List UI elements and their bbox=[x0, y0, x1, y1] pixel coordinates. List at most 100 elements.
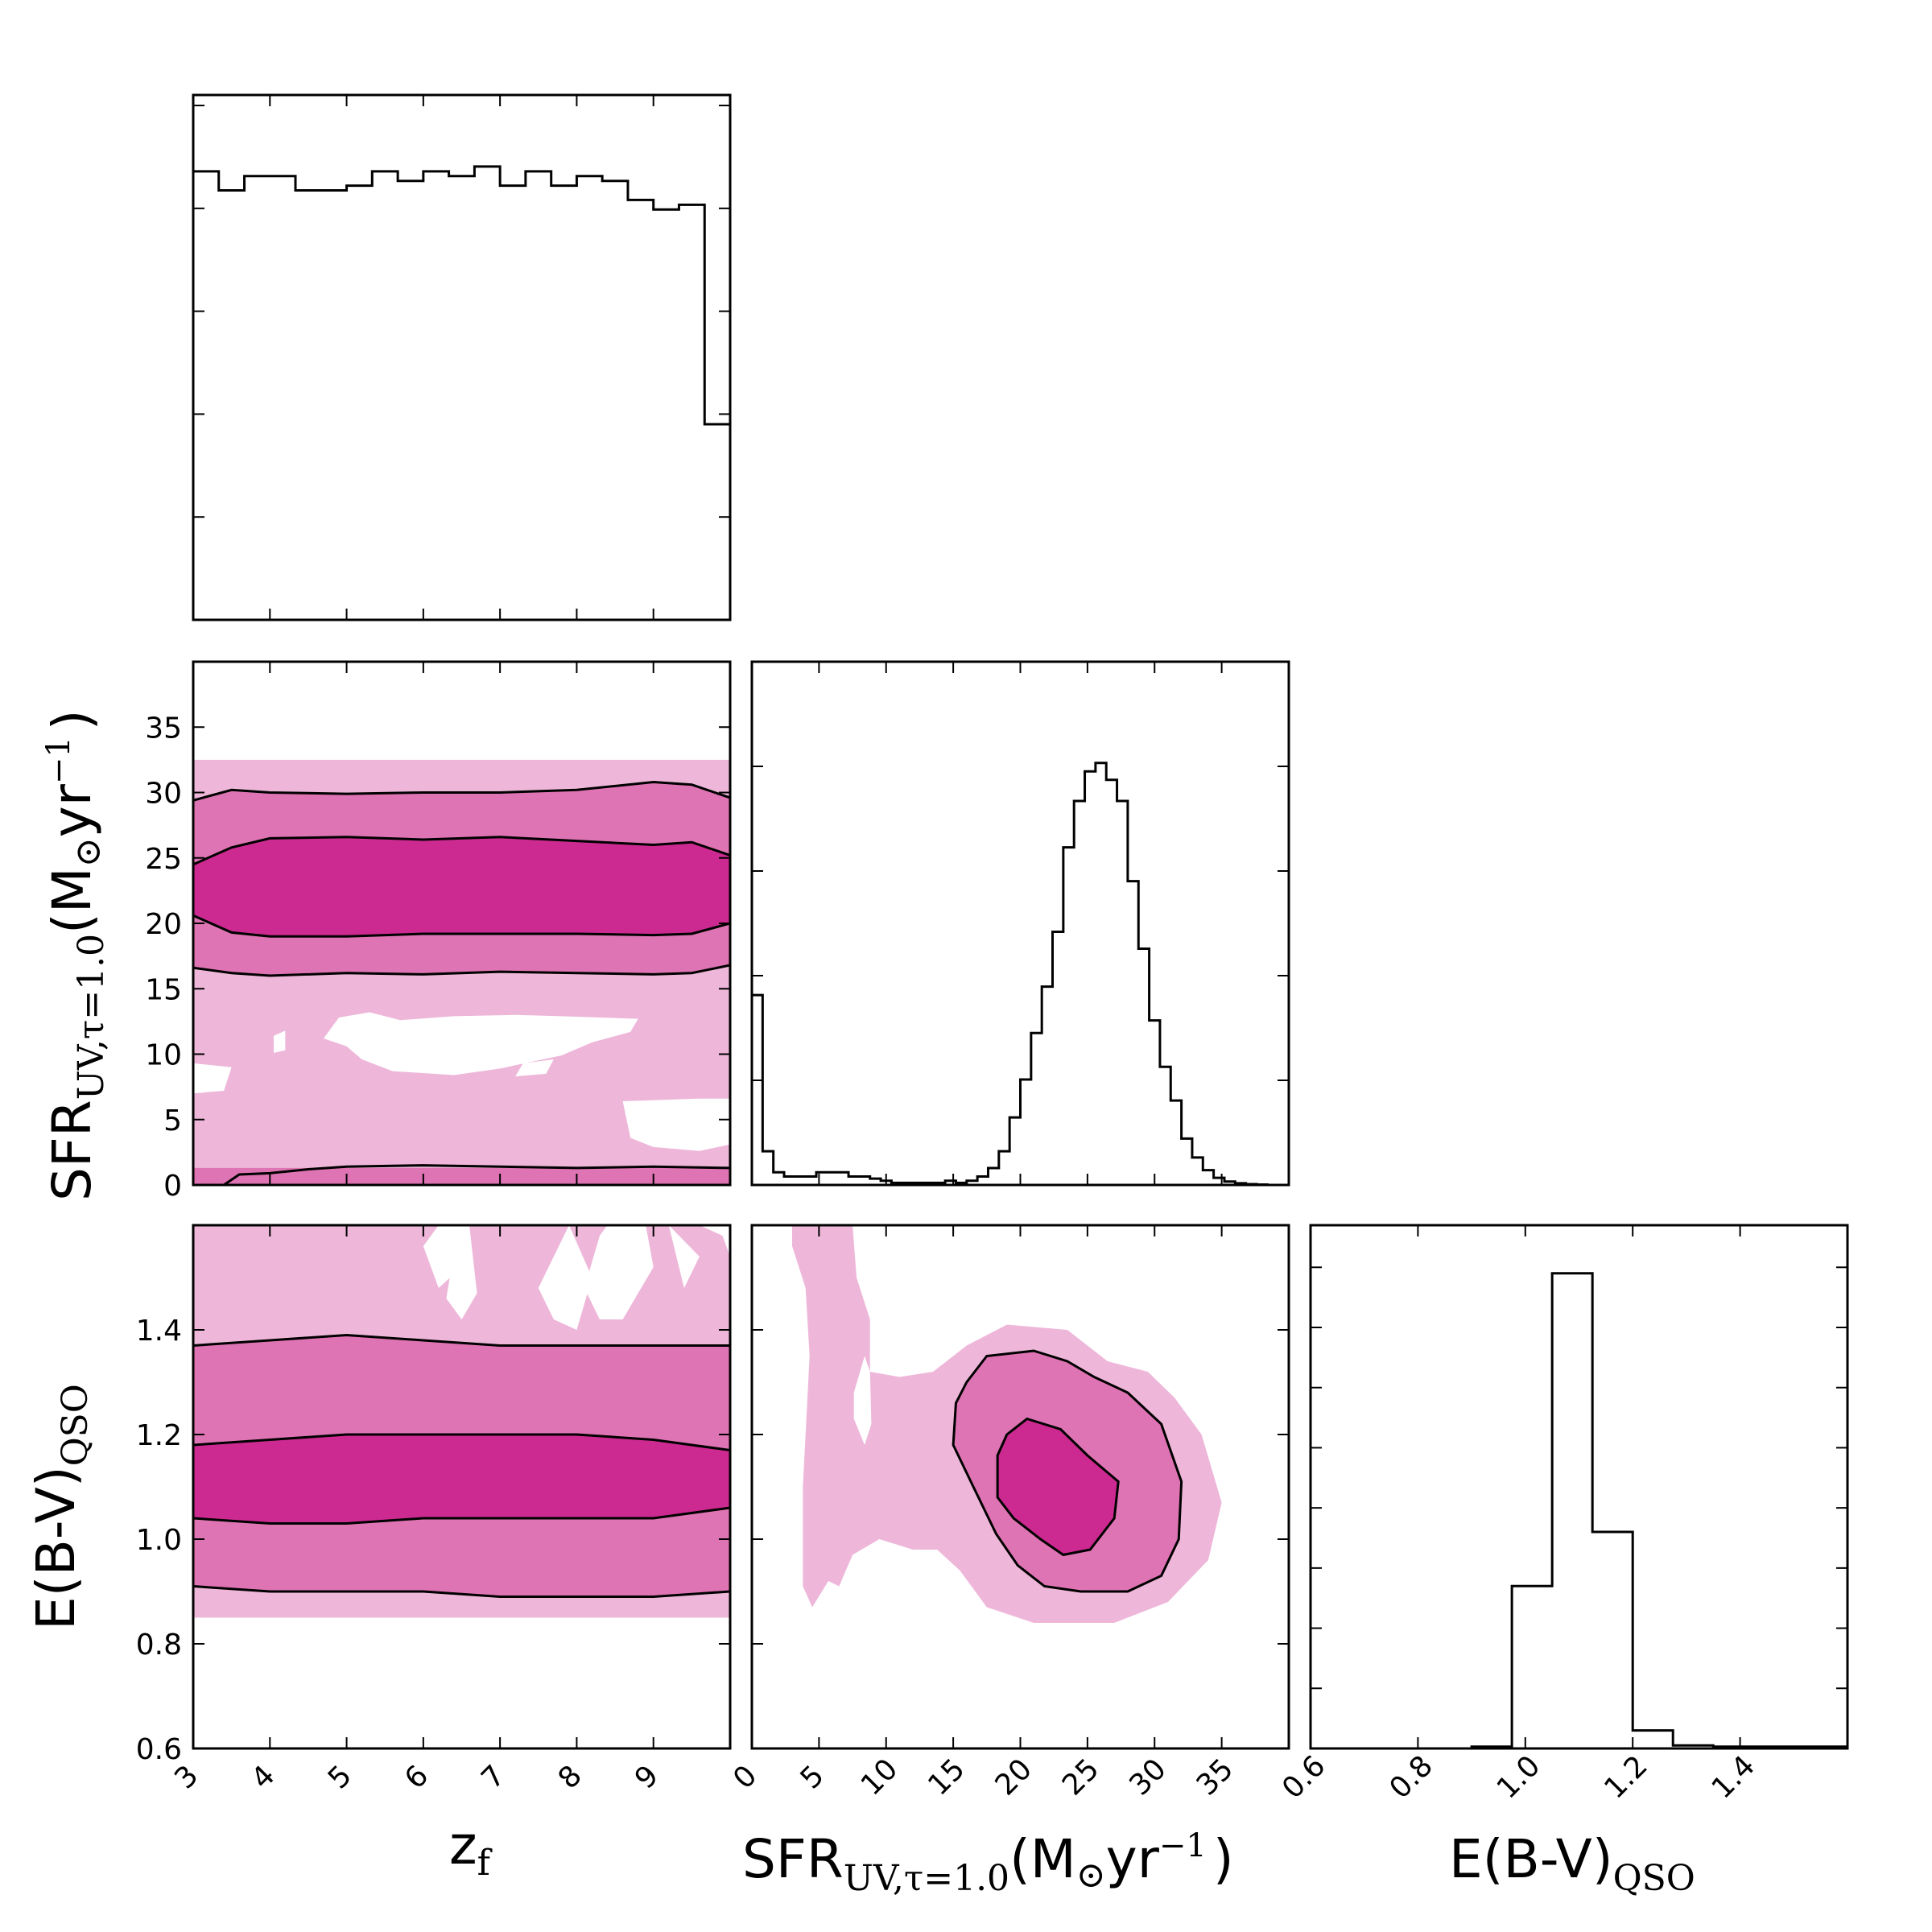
sfr-y-tick-label: 25 bbox=[145, 843, 182, 876]
sfr-x-tick-label: 10 bbox=[855, 1752, 904, 1802]
panel-sfr-vs-ebv-frame bbox=[750, 1224, 1290, 1750]
sfr-label-main: SFR bbox=[742, 1828, 844, 1890]
sfr-ebv-level-2-line bbox=[952, 1349, 1183, 1593]
sfr-vs-ebv-contour-lines bbox=[952, 1349, 1183, 1593]
zf-sfr-level-3-region-upper-line bbox=[193, 836, 730, 866]
x-axis-label-zf: zf bbox=[449, 1814, 493, 1884]
zf-x-tick-label: 4 bbox=[246, 1759, 282, 1795]
sfr-ylabel-unit-yr: yr bbox=[41, 783, 103, 837]
panel-zf-vs-sfr-frame bbox=[192, 660, 732, 1187]
ebv-x-tick-label: 1.2 bbox=[1598, 1749, 1653, 1805]
panel-sfr-vs-ebv bbox=[750, 1224, 1290, 1750]
sfr-x-tick-label: 35 bbox=[1191, 1752, 1240, 1802]
sfr-label-unit-yr: yr bbox=[1106, 1828, 1160, 1890]
sfr-ylabel-main: SFR bbox=[41, 1100, 103, 1201]
panel-zf-vs-ebv bbox=[192, 1224, 732, 1750]
sfr-x-tick-label: 15 bbox=[922, 1752, 971, 1802]
ebv-x-tick-label: 0.6 bbox=[1276, 1749, 1331, 1805]
ebv-y-tick-label: 1.2 bbox=[136, 1419, 182, 1452]
sfr-x-tick-label: 0 bbox=[727, 1759, 763, 1795]
sfr-x-tick-label: 20 bbox=[989, 1752, 1038, 1802]
zf-ebv-empty-region bbox=[446, 1225, 477, 1319]
zf-histogram-data bbox=[193, 165, 730, 426]
zf-x-tick-label: 8 bbox=[552, 1759, 588, 1795]
ebv-y-tick-label: 0.6 bbox=[136, 1733, 182, 1766]
zf-sfr-low-density-strip bbox=[193, 1167, 730, 1185]
ebv-histogram-data bbox=[1311, 1272, 1847, 1750]
panel-ebv-histogram bbox=[1309, 1224, 1849, 1750]
zf-sfr-level-2-region-lower-line bbox=[193, 964, 730, 977]
sfr-label-unit-close: ) bbox=[1213, 1828, 1234, 1890]
zf-vs-ebv-contour-lines bbox=[193, 1333, 730, 1598]
zf-ebv-level-3-region-upper-line bbox=[193, 1433, 730, 1451]
sfr-x-tick-label: 30 bbox=[1123, 1752, 1172, 1802]
zf-x-tick-label: 5 bbox=[322, 1759, 358, 1795]
sfr-ylabel-unit-open: (M bbox=[41, 867, 103, 934]
sfr-y-tick-label: 35 bbox=[145, 712, 182, 745]
zf-ebv-empty-region bbox=[538, 1225, 592, 1330]
panel-zf-vs-sfr bbox=[192, 660, 732, 1187]
zf-histogram-step-line bbox=[193, 165, 730, 426]
sfr-x-tick-label: 5 bbox=[795, 1759, 831, 1795]
y-axis-label-ebv: E(B-V)QSO bbox=[25, 1384, 96, 1630]
ebv-y-tick-label: 1.0 bbox=[136, 1524, 182, 1557]
zf-label-main: z bbox=[449, 1814, 477, 1876]
svg-text:zf: zf bbox=[449, 1814, 493, 1884]
panel-ebv-histogram-frame bbox=[1309, 1224, 1849, 1750]
svg-text:SFRUV,τ=1.0(M⊙yr−1): SFRUV,τ=1.0(M⊙yr−1) bbox=[742, 1827, 1234, 1899]
zf-vs-sfr-filled-contours bbox=[193, 759, 730, 1185]
sfr-label-unit-open: (M bbox=[1009, 1828, 1076, 1890]
ebv-x-tick-label: 1.4 bbox=[1706, 1749, 1761, 1805]
sfr-x-tick-label: 25 bbox=[1056, 1752, 1105, 1802]
sfr-label-sun-symbol: ⊙ bbox=[1076, 1855, 1106, 1896]
zf-histogram-ticks bbox=[192, 95, 730, 620]
zf-sfr-empty-region bbox=[193, 1063, 232, 1094]
zf-ebv-level-2-region-lower-line bbox=[193, 1585, 730, 1598]
ebv-label-main: E(B-V) bbox=[1449, 1828, 1613, 1890]
zf-sfr-level-3-region bbox=[193, 836, 730, 937]
ebv-label-sub: QSO bbox=[1613, 1858, 1695, 1899]
sfr-y-tick-label: 20 bbox=[145, 908, 182, 941]
ebv-histogram-ticks bbox=[1310, 1225, 1847, 1748]
zf-ebv-level-3-region-lower-line bbox=[193, 1506, 730, 1525]
svg-text:E(B-V)QSO: E(B-V)QSO bbox=[1449, 1828, 1695, 1899]
svg-text:SFRUV,τ=1.0(M⊙yr−1): SFRUV,τ=1.0(M⊙yr−1) bbox=[40, 709, 112, 1201]
sfr-label-exponent: −1 bbox=[1159, 1827, 1207, 1864]
zf-label-sub: f bbox=[477, 1843, 493, 1884]
panel-sfr-histogram bbox=[750, 660, 1290, 1187]
panel-sfr-histogram-frame bbox=[750, 660, 1290, 1187]
ebv-histogram-step-line bbox=[1311, 1272, 1847, 1750]
zf-sfr-low-contour-line bbox=[223, 1164, 730, 1185]
sfr-histogram-step-line bbox=[750, 762, 1289, 1187]
zf-ebv-empty-region bbox=[423, 1225, 470, 1288]
sfr-y-tick-label: 10 bbox=[145, 1039, 182, 1072]
sfr-y-tick-label: 5 bbox=[163, 1104, 182, 1137]
panel-zf-vs-ebv-frame bbox=[192, 1224, 732, 1750]
svg-text:E(B-V)QSO: E(B-V)QSO bbox=[25, 1384, 96, 1630]
zf-ebv-empty-region bbox=[584, 1225, 654, 1319]
zf-vs-sfr-contour-lines bbox=[193, 780, 730, 1185]
sfr-y-tick-label: 15 bbox=[145, 973, 182, 1006]
sfr-ebv-empty-region bbox=[853, 1356, 872, 1445]
zf-sfr-level-2-region-upper-line bbox=[193, 780, 730, 802]
zf-ebv-level-2-region-upper-line bbox=[193, 1333, 730, 1347]
sfr-ebv-level-3-line bbox=[996, 1417, 1120, 1557]
sfr-vs-ebv-filled-contours bbox=[792, 1225, 1222, 1623]
zf-sfr-level-3-region-lower-line bbox=[193, 914, 730, 938]
ebv-x-tick-label: 0.8 bbox=[1384, 1749, 1439, 1805]
ebv-ylabel-sub: QSO bbox=[55, 1384, 96, 1466]
zf-ebv-empty-region bbox=[699, 1225, 730, 1257]
sfr-y-tick-label: 0 bbox=[163, 1170, 182, 1203]
ebv-ylabel-main: E(B-V) bbox=[25, 1466, 87, 1630]
ebv-y-tick-label: 1.4 bbox=[136, 1315, 182, 1348]
zf-sfr-empty-region bbox=[274, 1030, 286, 1053]
x-axis-label-ebv: E(B-V)QSO bbox=[1449, 1828, 1695, 1899]
x-axis-label-sfr: SFRUV,τ=1.0(M⊙yr−1) bbox=[742, 1827, 1234, 1899]
sfr-ylabel-sub: UV,τ=1.0 bbox=[71, 934, 112, 1100]
ebv-y-tick-label: 0.8 bbox=[136, 1629, 182, 1662]
y-axis-label-sfr: SFRUV,τ=1.0(M⊙yr−1) bbox=[40, 709, 112, 1201]
sfr-ebv-level-3-region bbox=[997, 1418, 1119, 1555]
sfr-ylabel-unit-close: ) bbox=[41, 709, 103, 730]
zf-sfr-empty-region bbox=[622, 1098, 730, 1151]
